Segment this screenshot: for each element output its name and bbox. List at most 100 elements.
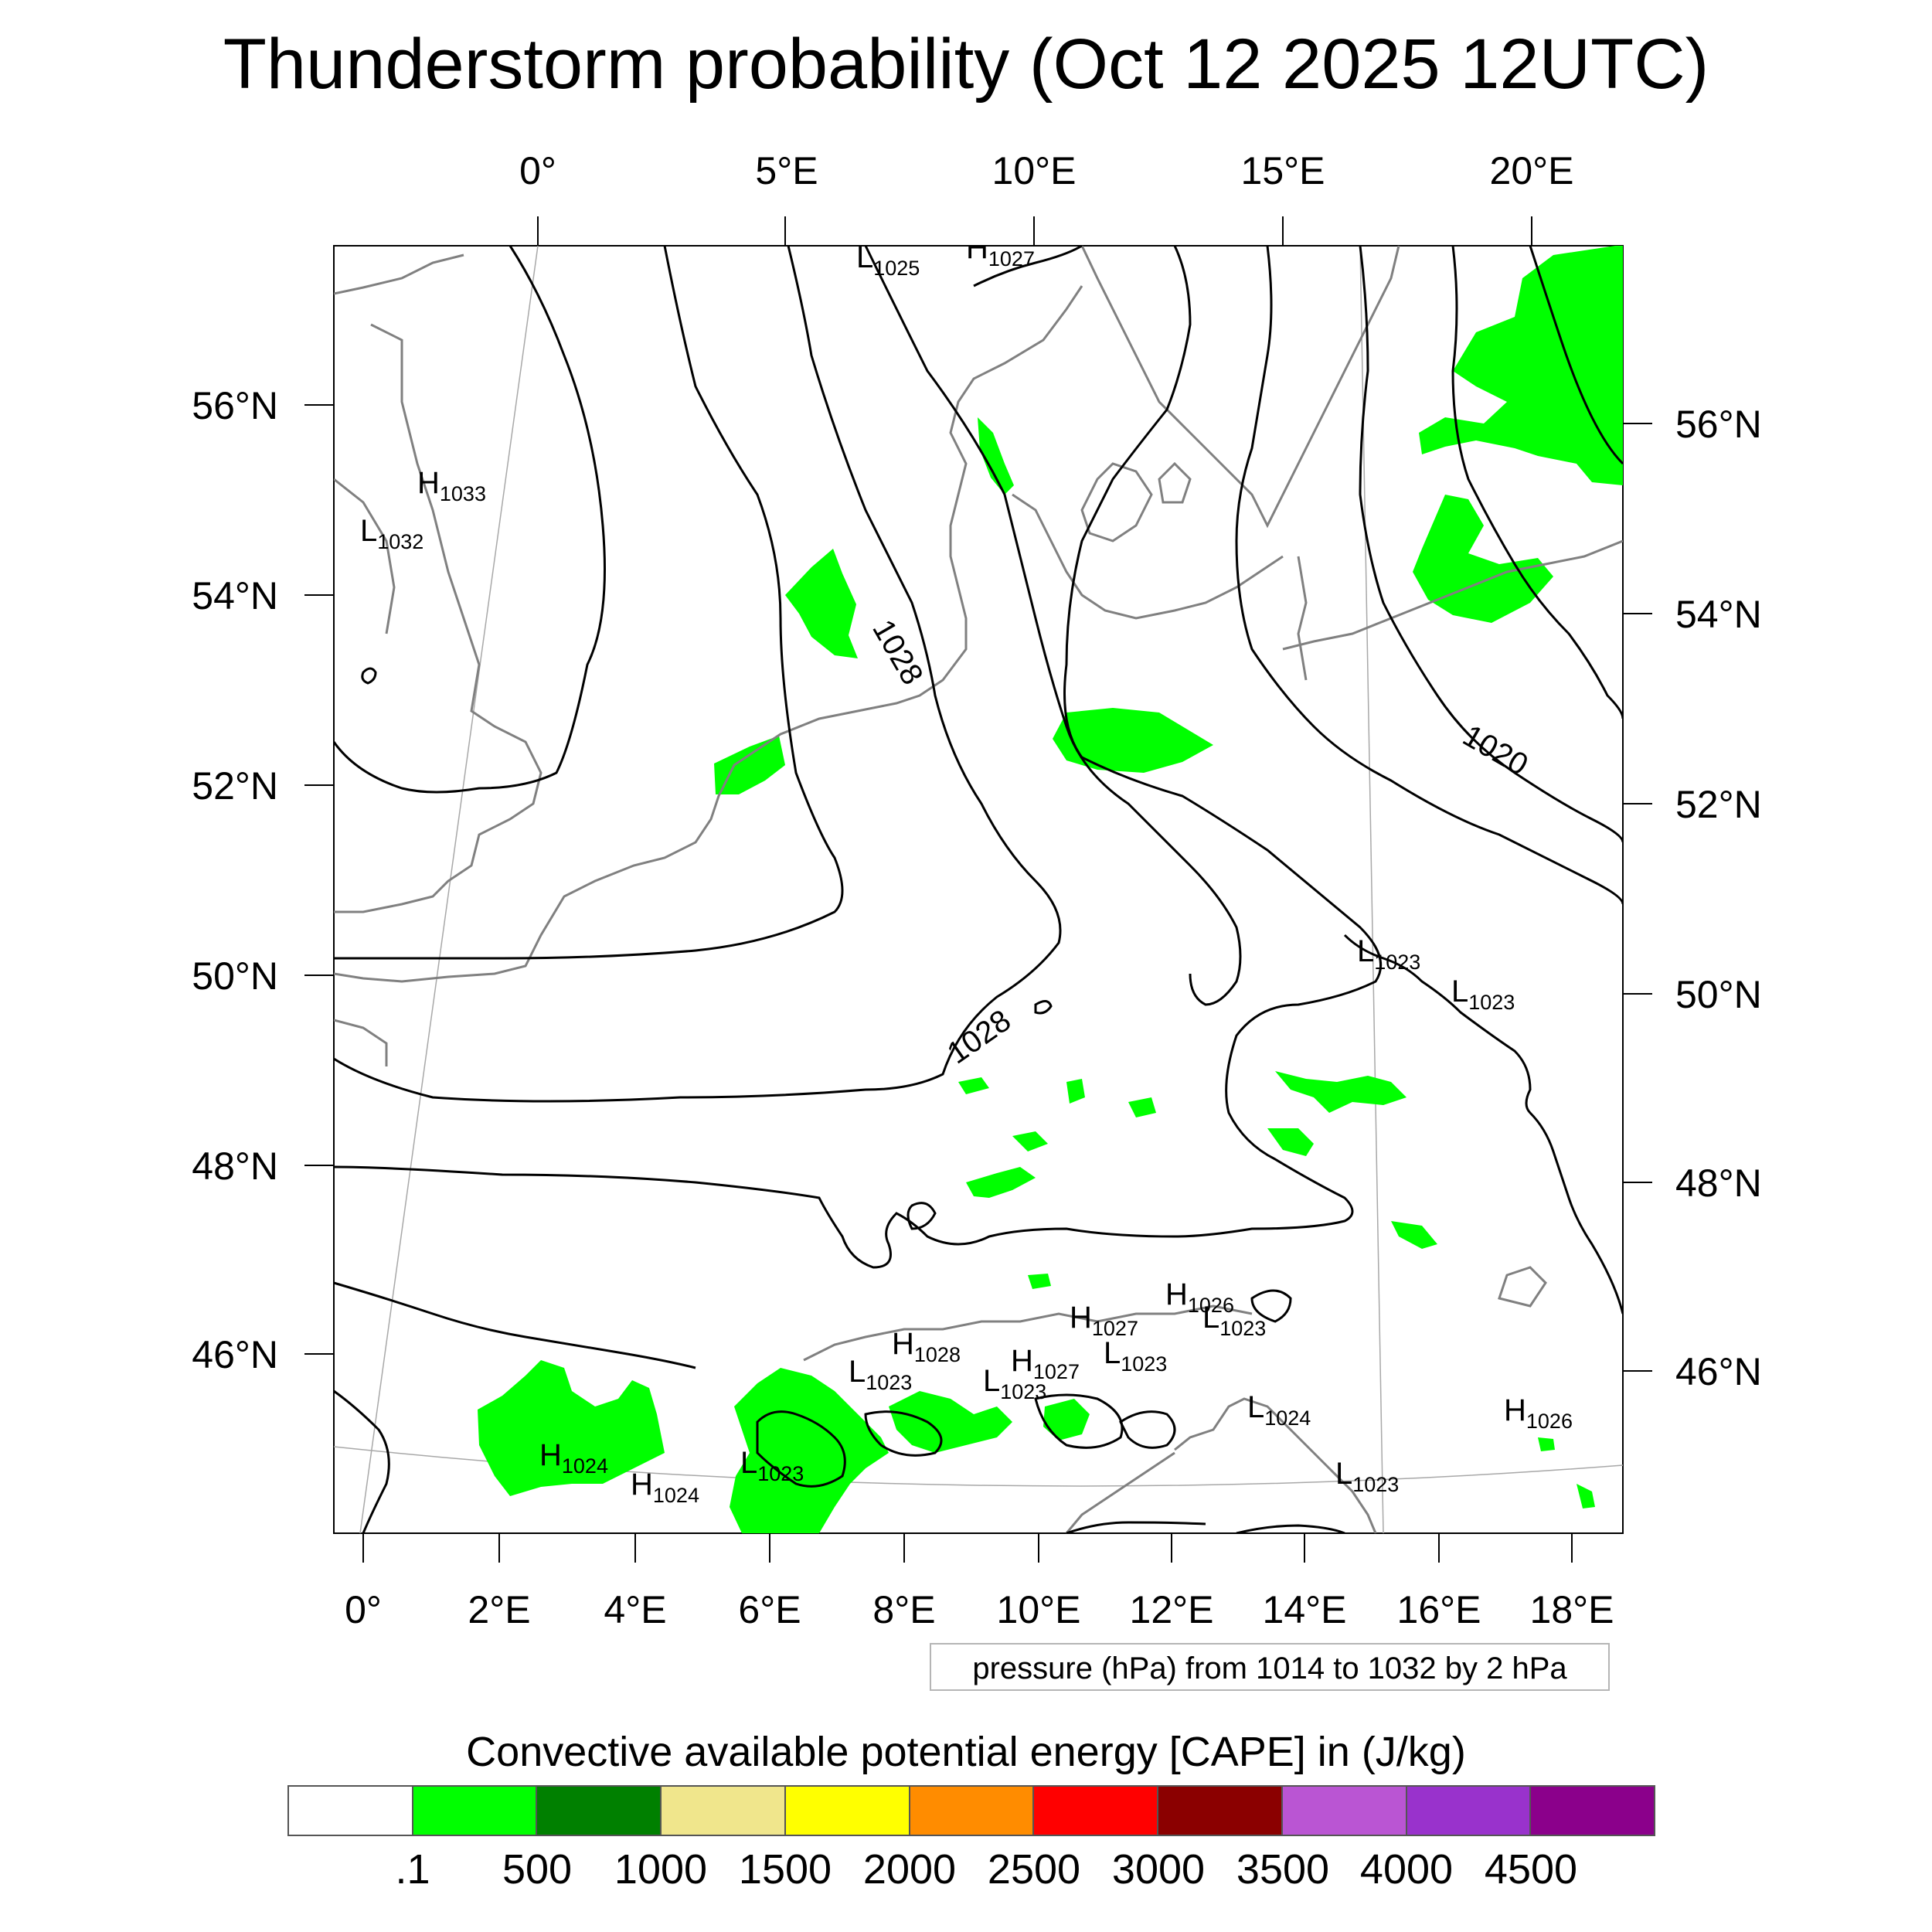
- left-lat-label: 50°N: [192, 954, 278, 998]
- isobar-alps-4: [1119, 1410, 1176, 1449]
- right-lat-label: 54°N: [1675, 593, 1762, 636]
- isobar-12: [334, 1281, 696, 1369]
- right-lat-labels: 56°N 54°N 52°N 50°N 48°N 46°N: [1675, 403, 1762, 1393]
- pressure-center: L1023: [740, 1446, 804, 1485]
- tick-marks: [304, 216, 1652, 1563]
- isobar-1: [334, 246, 606, 794]
- isobar-alps-3: [1034, 1393, 1124, 1449]
- cape-area-alps-central: [889, 1391, 1012, 1453]
- pressure-center: H1024: [539, 1438, 608, 1478]
- pressure-center: H1027: [1011, 1344, 1080, 1383]
- pressure-centers: H1033 L1032 L1025 H1027 L1023 L1023 H102…: [360, 231, 1573, 1507]
- colorbar-label: 500: [502, 1846, 573, 1893]
- coast-adriatic: [1174, 1397, 1377, 1533]
- cape-area-germany: [1053, 708, 1213, 773]
- top-lon-label: 20°E: [1490, 149, 1574, 192]
- colorbar-cell: [785, 1787, 910, 1835]
- colorbar-cell: [1034, 1787, 1159, 1835]
- border-hungary: [1498, 1266, 1547, 1308]
- right-lat-label: 52°N: [1675, 783, 1762, 826]
- isobar-alps-5: [1250, 1289, 1292, 1323]
- bottom-lon-label: 10°E: [997, 1588, 1081, 1631]
- pressure-center: H1026: [1165, 1277, 1234, 1317]
- cape-fill-areas: [478, 246, 1623, 1533]
- right-lat-label: 56°N: [1675, 403, 1762, 446]
- bottom-lon-label: 8°E: [872, 1588, 935, 1631]
- pressure-center: L1023: [849, 1355, 912, 1394]
- pressure-center: H1024: [631, 1468, 699, 1507]
- bottom-lon-label: 14°E: [1263, 1588, 1347, 1631]
- bottom-lon-label: 16°E: [1397, 1588, 1481, 1631]
- cape-area-bavaria: [966, 1167, 1036, 1198]
- pressure-center: H1027: [1070, 1301, 1138, 1340]
- border-alps: [803, 1304, 1253, 1362]
- cape-area-po: [1043, 1399, 1090, 1440]
- pressure-center: L1023: [1335, 1457, 1399, 1496]
- pressure-center: L1023: [1104, 1336, 1167, 1376]
- left-lat-label: 46°N: [192, 1333, 278, 1376]
- colorbar-cell: [662, 1787, 786, 1835]
- isobar-south-2: [1236, 1524, 1345, 1533]
- isobar-6: [334, 246, 1383, 1269]
- cape-area-netherlands: [714, 736, 785, 794]
- colorbar-cell: [1531, 1787, 1655, 1835]
- pressure-center: L1023: [1357, 934, 1420, 974]
- colorbar-cell: [537, 1787, 662, 1835]
- isobar-alps-2: [864, 1410, 943, 1457]
- map-content: 1028 1028 1020 H1033 L1032 L1025 H1027 L…: [334, 231, 1623, 1533]
- isobar-south: [1066, 1521, 1206, 1533]
- chart-title: Thunderstorm probability (Oct 12 2025 12…: [223, 25, 1709, 104]
- colorbar-label: 2000: [862, 1846, 957, 1893]
- pressure-center: H1027: [966, 231, 1035, 270]
- colorbar-cell: [413, 1787, 538, 1835]
- cape-area-jutland: [978, 417, 1014, 495]
- pressure-info-box: pressure (hPa) from 1014 to 1032 by 2 hP…: [930, 1643, 1610, 1691]
- top-lon-label: 10°E: [992, 149, 1077, 192]
- pressure-center: H1028: [892, 1327, 961, 1366]
- bottom-lon-label: 6°E: [738, 1588, 801, 1631]
- isobar-13: [334, 1389, 390, 1533]
- cape-area-czech: [1275, 1071, 1406, 1113]
- map-frame-group: [333, 245, 1624, 1534]
- colorbar-cell: [1282, 1787, 1407, 1835]
- cape-area-austria: [1128, 1097, 1156, 1117]
- colorbar-cell: [289, 1787, 413, 1835]
- left-lat-label: 48°N: [192, 1145, 278, 1188]
- top-lon-label: 5°E: [755, 149, 818, 192]
- pressure-center: H1026: [1504, 1393, 1573, 1433]
- top-lon-label: 0°: [519, 149, 556, 192]
- cape-area-baltic: [1413, 495, 1553, 623]
- pressure-center: L1025: [856, 240, 920, 280]
- cape-area-swiss: [1012, 1131, 1048, 1151]
- cape-area-balkans: [1577, 1484, 1595, 1509]
- cape-area-france-south: [478, 1360, 665, 1496]
- isobar-2: [334, 246, 844, 960]
- colorbar-label: 1500: [738, 1846, 832, 1893]
- right-lat-label: 46°N: [1675, 1350, 1762, 1393]
- coast-france-west: [334, 1019, 388, 1066]
- map-frame: [333, 245, 1624, 1534]
- pressure-center: L1032: [360, 514, 423, 553]
- cape-area-hungary: [1267, 1128, 1314, 1156]
- colorbar: [287, 1785, 1655, 1836]
- bottom-lon-label: 0°: [345, 1588, 382, 1631]
- cape-area-alps-west: [730, 1368, 889, 1533]
- legend-title: Convective available potential energy [C…: [466, 1729, 1466, 1775]
- coast-italy-north: [1065, 1451, 1175, 1533]
- cape-area-bavaria-2: [958, 1077, 989, 1094]
- coastlines: [334, 246, 1623, 1533]
- isobar-5: [973, 246, 1083, 287]
- colorbar-labels: .1 500 1000 1500 2000 2500 3000 3500 400…: [0, 1842, 1932, 1904]
- colorbar-label: 1000: [614, 1846, 708, 1893]
- colorbar-label: .1: [395, 1846, 430, 1893]
- isobar-3: [334, 246, 1062, 1103]
- cape-area-bosnia: [1538, 1437, 1555, 1451]
- colorbar-label: 3500: [1236, 1846, 1330, 1893]
- left-lat-label: 52°N: [192, 764, 278, 808]
- colorbar-cell: [1406, 1787, 1532, 1835]
- pressure-center: L1023: [1451, 975, 1515, 1014]
- pressure-center: L1024: [1247, 1390, 1311, 1430]
- bottom-lon-label: 12°E: [1130, 1588, 1214, 1631]
- isobar-island-2: [1034, 1000, 1053, 1015]
